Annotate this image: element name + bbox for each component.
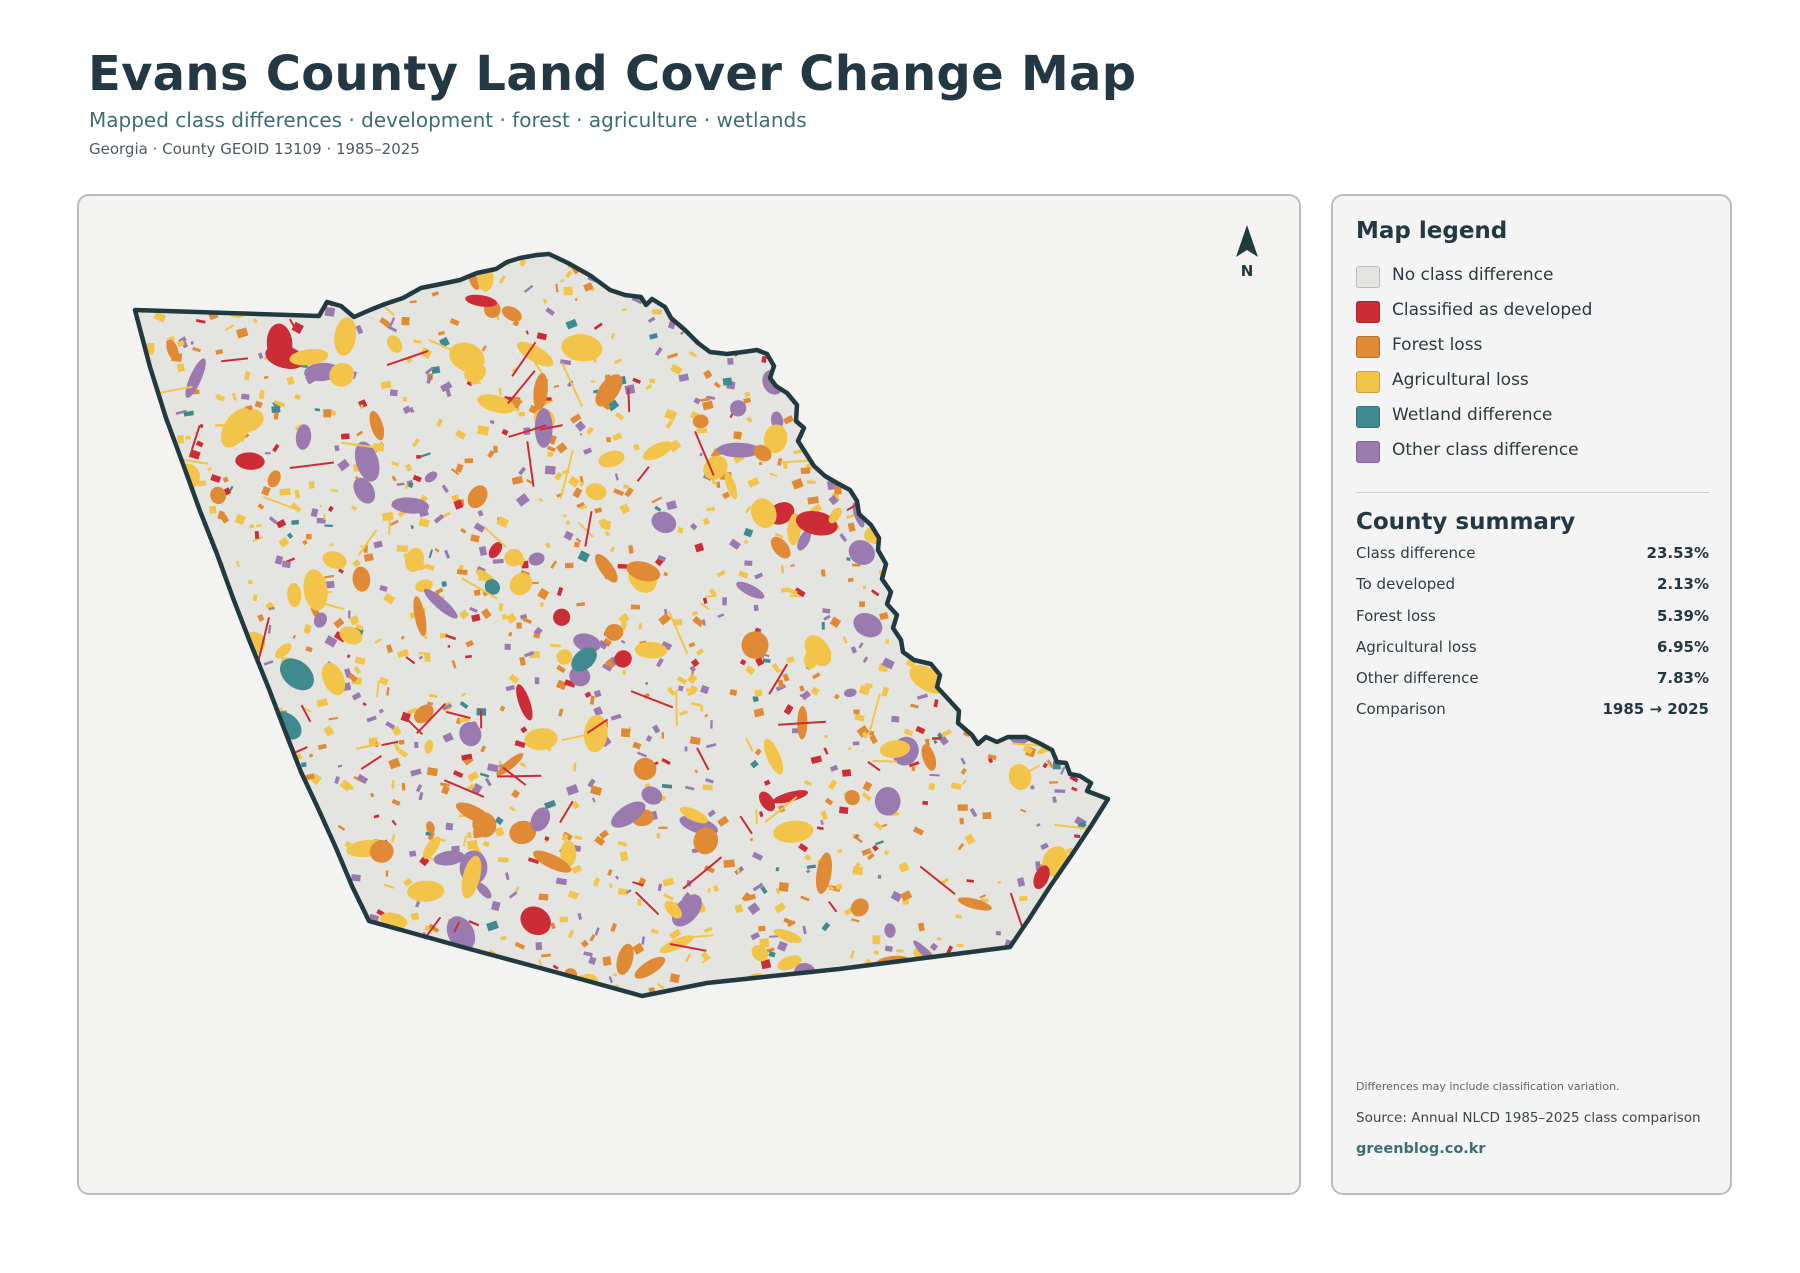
summary-value: 5.39% — [1656, 606, 1709, 625]
summary-label: Comparison — [1356, 700, 1446, 719]
legend-swatch — [1356, 301, 1380, 323]
source-credit: Source: Annual NLCD 1985–2025 class comp… — [1356, 1110, 1701, 1126]
summary-label: To developed — [1356, 575, 1456, 594]
panel-divider — [1356, 492, 1709, 493]
page-meta: Georgia · County GEOID 13109 · 1985–2025 — [89, 140, 420, 158]
summary-value: 6.95% — [1656, 637, 1709, 656]
legend-item-other: Other class difference — [1356, 439, 1716, 474]
summary-value: 7.83% — [1656, 669, 1709, 688]
legend-item-developed: Classified as developed — [1356, 299, 1716, 334]
summary-row: Comparison 1985 → 2025 — [1356, 700, 1709, 731]
legend-swatch — [1356, 441, 1380, 463]
summary-row: To developed 2.13% — [1356, 575, 1709, 606]
legend-swatch — [1356, 371, 1380, 393]
legend-swatch — [1356, 406, 1380, 428]
legend-panel: Map legend No class difference Classifie… — [1331, 194, 1732, 1195]
page-title: Evans County Land Cover Change Map — [88, 46, 1137, 102]
legend-item-forest-loss: Forest loss — [1356, 334, 1716, 369]
summary-value: 23.53% — [1646, 544, 1709, 562]
summary-row: Class difference 23.53% — [1356, 544, 1709, 575]
summary-label: Agricultural loss — [1356, 637, 1477, 656]
site-link[interactable]: greenblog.co.kr — [1356, 1141, 1486, 1157]
legend-label: Classified as developed — [1392, 300, 1593, 320]
north-label: N — [1241, 262, 1254, 280]
summary-label: Forest loss — [1356, 606, 1436, 625]
land-cover-map[interactable]: N — [79, 196, 1301, 1195]
summary-row: Agricultural loss 6.95% — [1356, 638, 1709, 669]
summary-label: Other difference — [1356, 669, 1479, 688]
summary-label: Class difference — [1356, 544, 1476, 562]
legend-item-no-difference: No class difference — [1356, 264, 1716, 299]
footnote: Differences may include classification v… — [1356, 1080, 1620, 1093]
legend-label: Forest loss — [1392, 335, 1483, 355]
north-arrow-icon — [1236, 225, 1258, 257]
county-boundary — [132, 251, 1111, 999]
north-arrow: N — [1236, 225, 1258, 280]
legend-label: No class difference — [1392, 265, 1554, 285]
legend-label: Agricultural loss — [1392, 370, 1529, 390]
legend-label: Other class difference — [1392, 440, 1579, 460]
legend-item-agricultural-loss: Agricultural loss — [1356, 369, 1716, 404]
summary-row: Other difference 7.83% — [1356, 669, 1709, 700]
legend-item-wetland: Wetland difference — [1356, 404, 1716, 439]
summary-table: Class difference 23.53% To developed 2.1… — [1356, 544, 1709, 732]
summary-row: Forest loss 5.39% — [1356, 607, 1709, 638]
summary-value: 1985 → 2025 — [1602, 700, 1709, 719]
legend-swatch — [1356, 336, 1380, 358]
legend-title: Map legend — [1356, 218, 1508, 244]
page-subtitle: Mapped class differences · development ·… — [89, 108, 807, 132]
map-panel[interactable]: N — [77, 194, 1301, 1195]
legend-list: No class difference Classified as develo… — [1356, 264, 1716, 474]
summary-title: County summary — [1356, 509, 1576, 535]
summary-value: 2.13% — [1656, 575, 1709, 594]
legend-label: Wetland difference — [1392, 405, 1553, 425]
legend-swatch — [1356, 266, 1380, 288]
